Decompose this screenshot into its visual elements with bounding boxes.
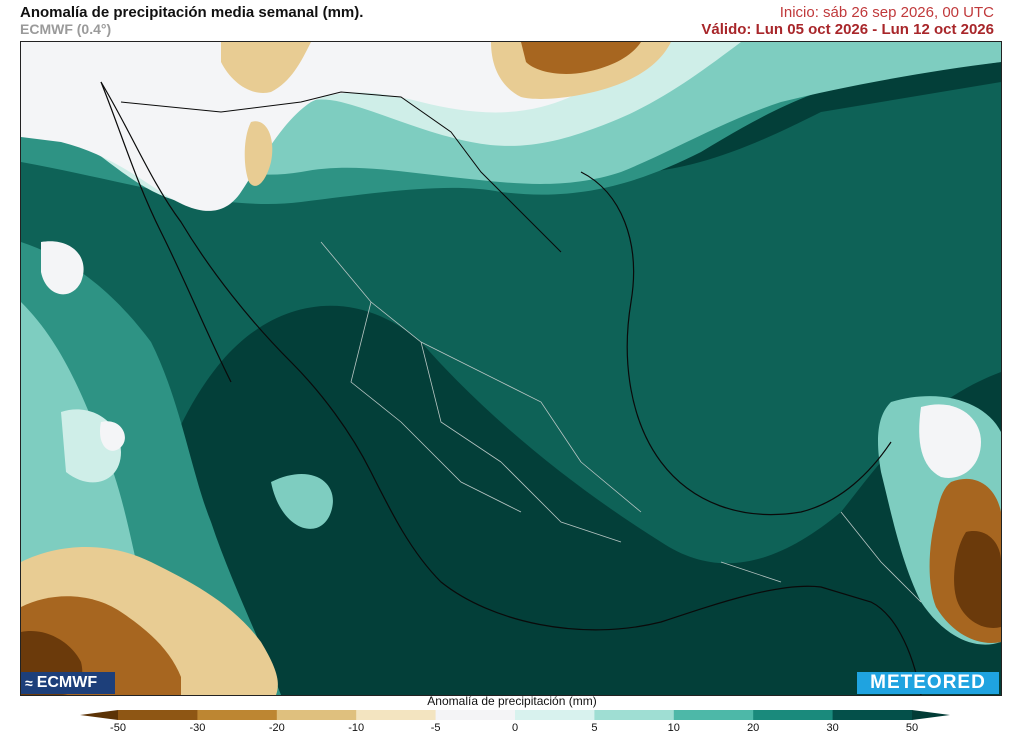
legend-swatch: [118, 710, 198, 720]
valid-period: Válido: Lun 05 oct 2026 - Lun 12 oct 202…: [701, 21, 994, 38]
legend-title: Anomalía de precipitación (mm): [427, 694, 597, 708]
gulf-coastline: [580, 171, 892, 516]
legend-swatch: [435, 710, 516, 720]
anomaly-zone-yucatan-neutral: [919, 404, 981, 478]
model-label: ECMWF (0.4°): [20, 21, 112, 37]
state-borders: [320, 241, 922, 603]
color-scale-bar: [80, 710, 950, 720]
precipitation-anomaly-map[interactable]: [20, 41, 1002, 696]
legend-tick-label: 0: [511, 722, 519, 734]
init-time: Inicio: sáb 26 sep 2026, 00 UTC: [779, 4, 994, 21]
legend-arrow-low: [80, 710, 118, 720]
anomaly-zone-dry-north-strong: [521, 42, 641, 74]
anomaly-zone-dry-north: [221, 42, 671, 186]
legend-tick-label: -5: [430, 722, 441, 734]
legend-tick-label: 50: [905, 722, 919, 734]
meteored-logo: METEORED: [857, 672, 999, 694]
legend-swatch: [832, 710, 913, 720]
legend-swatch: [276, 710, 357, 720]
legend-tick-label: 30: [826, 722, 839, 734]
legend-swatch: [594, 710, 675, 720]
ecmwf-logo-text: ECMWF: [36, 674, 98, 691]
legend-tick-label: -10: [348, 722, 365, 734]
baja-peninsula: [100, 81, 232, 383]
ecmwf-logo-icon: ≈: [25, 675, 33, 691]
legend-swatch: [673, 710, 754, 720]
legend-arrow-high: [912, 710, 950, 720]
legend-swatch: [356, 710, 437, 720]
coastline: [100, 81, 922, 695]
legend-swatch: [197, 710, 278, 720]
anomaly-zone-neutral: [21, 42, 641, 451]
legend-tick-label: 10: [667, 722, 680, 734]
anomaly-zone-dry-southeast-strong: [954, 531, 1001, 628]
map-canvas: [21, 42, 1001, 695]
legend-tick-label: -30: [189, 722, 206, 734]
ecmwf-logo: ≈ ECMWF: [21, 672, 115, 694]
legend-tick-label: -20: [268, 722, 285, 734]
legend-swatch: [515, 710, 595, 720]
legend-tick-label: 20: [747, 722, 760, 734]
legend-tick-label: -50: [110, 722, 126, 734]
legend-tick-label: 5: [591, 722, 598, 734]
map-title: Anomalía de precipitación media semanal …: [20, 4, 364, 21]
legend-swatch: [753, 710, 834, 720]
us-mexico-border: [120, 91, 562, 253]
